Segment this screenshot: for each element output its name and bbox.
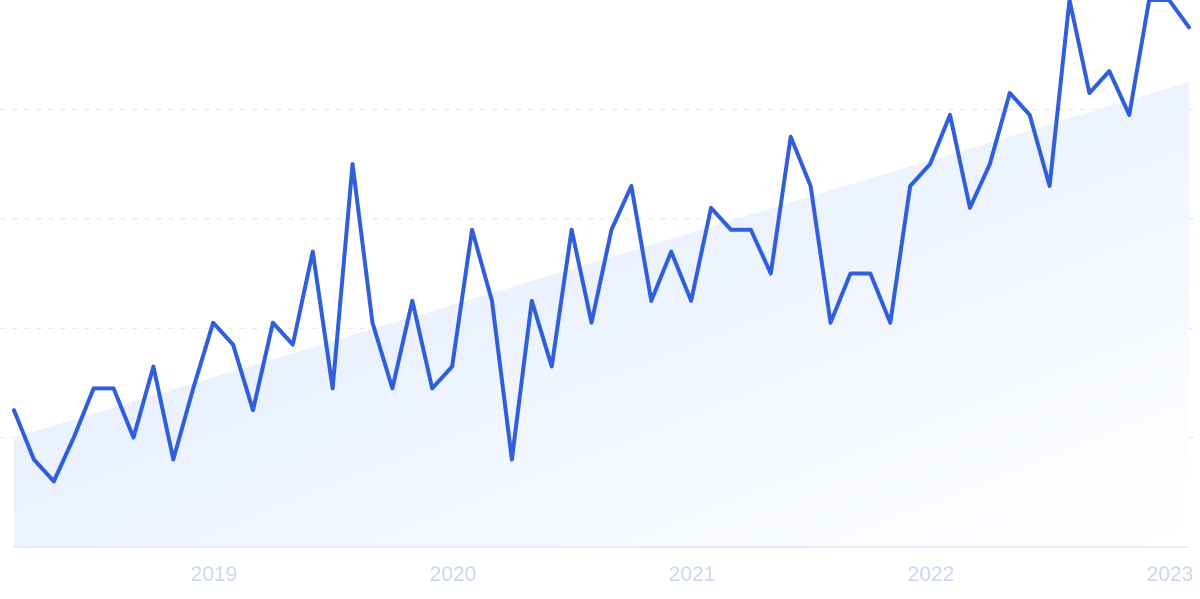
data-point — [590, 321, 594, 325]
data-point — [470, 228, 474, 232]
x-tick-label: 2021 — [669, 563, 716, 586]
data-point — [968, 206, 972, 210]
data-point — [609, 228, 613, 232]
data-point — [1008, 91, 1012, 95]
data-point — [829, 321, 833, 325]
x-tick-label: 2020 — [430, 563, 477, 586]
data-point — [291, 343, 295, 347]
data-point — [112, 386, 116, 390]
data-point — [749, 228, 753, 232]
data-point — [32, 457, 36, 461]
data-point — [908, 184, 912, 188]
data-point — [211, 321, 215, 325]
data-point — [709, 206, 713, 210]
data-point — [1087, 91, 1091, 95]
data-point — [689, 299, 693, 303]
data-point — [311, 250, 315, 254]
x-axis-ticks: 2019 2020 2021 2022 2023 — [191, 563, 1194, 586]
data-point — [809, 184, 813, 188]
data-point — [888, 321, 892, 325]
data-point — [729, 228, 733, 232]
x-tick-label: 2019 — [191, 563, 238, 586]
data-point — [410, 299, 414, 303]
x-tick-label: 2022 — [908, 563, 955, 586]
data-point — [231, 343, 235, 347]
data-point — [450, 364, 454, 368]
data-point — [271, 321, 275, 325]
data-point — [510, 457, 514, 461]
data-point — [988, 162, 992, 166]
data-point — [12, 408, 16, 412]
data-point — [72, 436, 76, 440]
data-point — [430, 386, 434, 390]
data-point — [928, 162, 932, 166]
data-point — [1127, 113, 1131, 117]
data-point — [649, 299, 653, 303]
data-point — [92, 386, 96, 390]
data-point — [868, 272, 872, 276]
data-point — [629, 184, 633, 188]
data-point — [789, 135, 793, 139]
data-point — [191, 386, 195, 390]
data-point — [390, 386, 394, 390]
data-point — [52, 479, 56, 483]
data-point — [370, 321, 374, 325]
data-point — [1028, 113, 1032, 117]
data-point — [530, 299, 534, 303]
data-point — [550, 364, 554, 368]
data-point — [1187, 25, 1191, 29]
data-point — [1107, 69, 1111, 73]
series-line — [12, 0, 1191, 484]
data-point — [251, 408, 255, 412]
data-point — [669, 250, 673, 254]
x-tick-label: 2023 — [1147, 563, 1194, 586]
data-point — [331, 386, 335, 390]
data-point — [351, 162, 355, 166]
data-point — [131, 436, 135, 440]
trend-area — [14, 82, 1189, 548]
data-point — [769, 272, 773, 276]
data-point — [570, 228, 574, 232]
data-point — [171, 457, 175, 461]
data-point — [490, 299, 494, 303]
data-point — [1048, 184, 1052, 188]
data-point — [151, 364, 155, 368]
data-point — [848, 272, 852, 276]
data-point — [948, 113, 952, 117]
